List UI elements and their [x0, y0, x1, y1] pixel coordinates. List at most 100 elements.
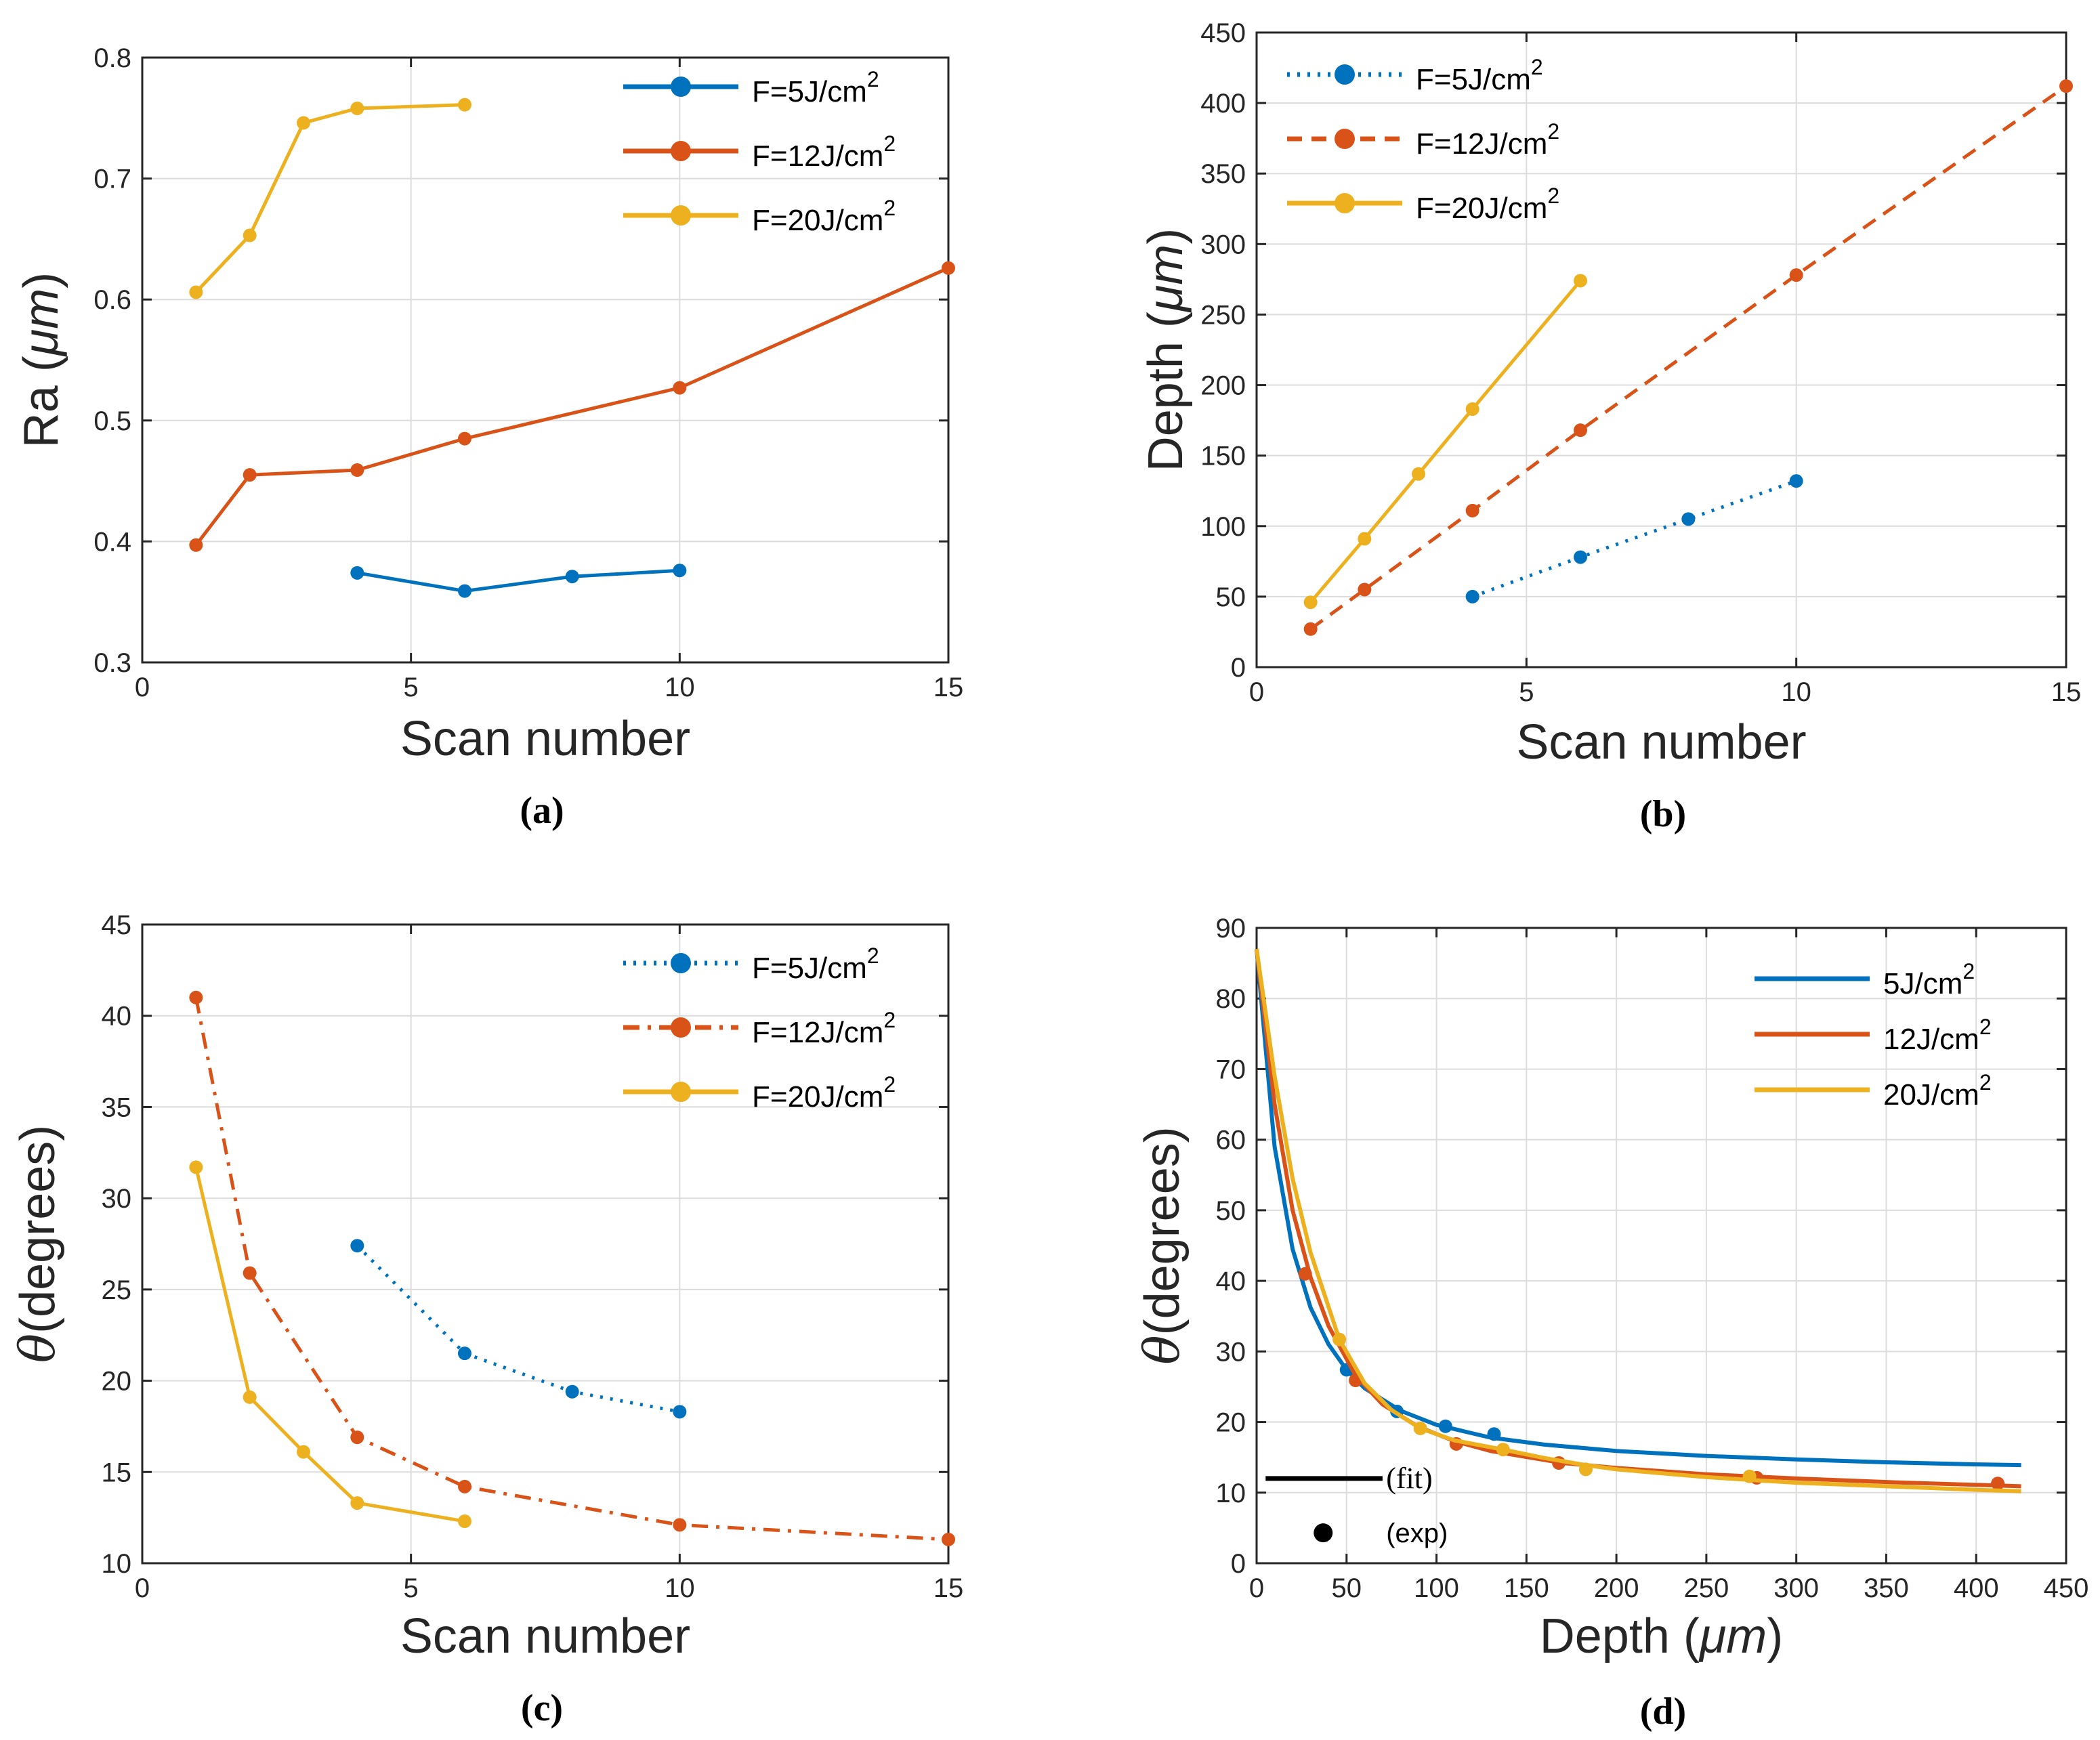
- x-tick-label: 10: [665, 673, 695, 702]
- fit-curve: [1255, 948, 2021, 1468]
- legend-label: F=20J/cm2: [752, 196, 896, 237]
- x-tick-label: 0: [135, 1573, 150, 1603]
- y-tick-label: 100: [1200, 512, 1246, 542]
- x-tick-label: 50: [1332, 1573, 1362, 1603]
- legend-marker: [1335, 64, 1355, 85]
- exp-legend-marker: [1314, 1523, 1333, 1543]
- panel-label-c: (c): [521, 1687, 563, 1729]
- data-point: [673, 1405, 687, 1419]
- legend-label-main: F=12J/cm: [1416, 127, 1547, 161]
- legend-label: 5J/cm2: [1883, 959, 1975, 1000]
- y-tick-label: 450: [1200, 18, 1246, 48]
- y-tick-label: 200: [1200, 371, 1246, 401]
- data-point: [673, 564, 687, 578]
- data-point: [1332, 1332, 1347, 1346]
- y-tick-label: 0.3: [93, 648, 131, 678]
- data-point: [1487, 1427, 1501, 1441]
- series-line: [1471, 479, 1797, 599]
- series-b-3: [1303, 274, 1587, 610]
- legend-label: 20J/cm2: [1883, 1070, 1992, 1111]
- y-tick-label: 10: [102, 1549, 132, 1579]
- legend-entry: 20J/cm2: [1755, 1070, 1992, 1111]
- data-point: [458, 1514, 471, 1529]
- data-point: [189, 1160, 203, 1174]
- y-axis-label-main: Depth (: [1139, 312, 1193, 471]
- y-axis-label-unit: (degrees): [1135, 1126, 1190, 1335]
- y-tick-label: 0.5: [93, 406, 131, 436]
- legend-label-sup: 2: [883, 1008, 896, 1032]
- x-tick-label: 15: [933, 673, 964, 702]
- data-point: [1412, 467, 1425, 481]
- y-tick-label: 45: [102, 910, 132, 940]
- legend-entry: 12J/cm2: [1755, 1015, 1992, 1056]
- legend-marker: [671, 141, 691, 161]
- legend-label: F=12J/cm2: [752, 1008, 896, 1049]
- y-tick-label: 60: [1216, 1126, 1246, 1155]
- y-axis-label-theta: θ: [1133, 1335, 1190, 1364]
- panel-label-a: (a): [520, 790, 564, 832]
- x-tick-label: 400: [1954, 1573, 1999, 1603]
- legend-marker: [671, 953, 691, 973]
- series-b-1: [1465, 474, 1803, 603]
- y-tick-label: 90: [1216, 914, 1246, 943]
- series-line: [194, 103, 465, 294]
- data-point: [1438, 1419, 1452, 1433]
- legend-entry: F=20J/cm2: [1287, 184, 1559, 225]
- series-c-2: [189, 990, 955, 1546]
- legend-label: F=5J/cm2: [752, 67, 879, 108]
- axes-box: [1255, 927, 2067, 1565]
- y-tick-label: 0: [1231, 653, 1246, 683]
- legend-label: F=20J/cm2: [752, 1072, 896, 1113]
- data-point: [458, 584, 471, 598]
- legend-label-sup: 2: [1547, 184, 1559, 208]
- legend-entry: F=5J/cm2: [1287, 55, 1543, 96]
- data-point: [350, 463, 364, 478]
- y-tick-label: 400: [1200, 89, 1246, 119]
- legend-entry: F=5J/cm2: [623, 943, 879, 985]
- legend-marker: [671, 1082, 691, 1102]
- legend-entry: F=12J/cm2: [623, 1008, 896, 1049]
- legend-marker: [671, 205, 691, 226]
- data-point: [1578, 1462, 1593, 1477]
- legend-label: F=12J/cm2: [1416, 119, 1559, 161]
- data-point: [2059, 79, 2073, 93]
- data-point: [942, 1532, 955, 1546]
- y-axis-label-unit: (degrees): [11, 1125, 65, 1334]
- legend-label-sup: 2: [867, 67, 879, 91]
- data-point: [565, 1384, 579, 1399]
- y-tick-label: 40: [102, 1002, 132, 1032]
- data-point: [1413, 1421, 1427, 1435]
- series-line: [356, 568, 680, 593]
- y-tick-label: 80: [1216, 984, 1246, 1014]
- legend-label-main: F=12J/cm: [752, 1016, 883, 1049]
- series-line: [1309, 85, 2067, 631]
- legend-label-sup: 2: [883, 131, 896, 156]
- data-point: [1303, 622, 1318, 636]
- data-point: [1303, 595, 1318, 610]
- data-point: [1789, 268, 1803, 282]
- y-tick-label: 25: [102, 1275, 132, 1305]
- legend-label-main: F=5J/cm: [1416, 63, 1531, 96]
- legend-label-sup: 2: [883, 1072, 896, 1097]
- x-tick-label: 15: [2051, 677, 2082, 707]
- y-axis-label: θ(degrees): [1133, 1126, 1190, 1365]
- data-point: [673, 1518, 687, 1532]
- data-point: [458, 1479, 471, 1493]
- data-point: [942, 261, 955, 275]
- legend-entry: F=5J/cm2: [623, 67, 879, 108]
- y-tick-label: 50: [1216, 582, 1246, 612]
- y-tick-label: 15: [102, 1458, 132, 1487]
- legend-label-main: F=20J/cm: [752, 204, 883, 237]
- x-tick-label: 0: [1249, 1573, 1264, 1603]
- x-axis-label-main: Depth (: [1540, 1609, 1700, 1663]
- x-tick-label: 5: [404, 673, 419, 702]
- legend-entry: F=20J/cm2: [623, 1072, 896, 1113]
- x-tick-label: 0: [1249, 677, 1264, 707]
- legend-label-sup: 2: [1547, 119, 1559, 144]
- series-a-1: [350, 564, 687, 598]
- y-tick-label: 30: [1216, 1337, 1246, 1367]
- series-a-3: [189, 98, 471, 299]
- y-tick-label: 0.4: [93, 527, 131, 557]
